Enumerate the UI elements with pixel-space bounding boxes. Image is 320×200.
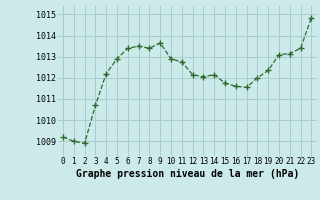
X-axis label: Graphe pression niveau de la mer (hPa): Graphe pression niveau de la mer (hPa) bbox=[76, 169, 299, 179]
